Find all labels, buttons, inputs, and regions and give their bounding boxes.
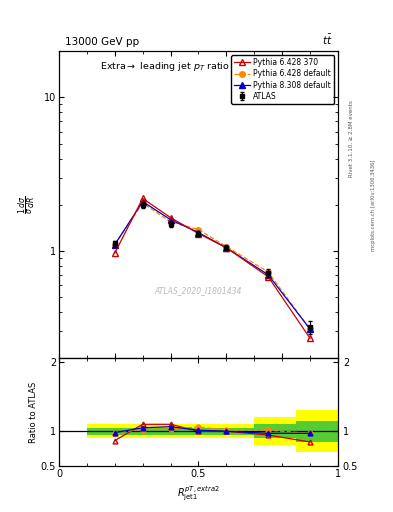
Text: $t\bar{t}$: $t\bar{t}$ (322, 32, 332, 47)
Pythia 8.308 default (112, 242, 117, 248)
Line: Pythia 8.308 default: Pythia 8.308 default (112, 199, 313, 332)
Pythia 8.308 default (266, 272, 271, 278)
Pythia 6.428 370 (266, 274, 271, 280)
Pythia 8.308 default (168, 217, 173, 223)
Pythia 6.428 default (266, 269, 271, 275)
Text: 13000 GeV pp: 13000 GeV pp (64, 36, 139, 47)
Legend: Pythia 6.428 370, Pythia 6.428 default, Pythia 8.308 default, ATLAS: Pythia 6.428 370, Pythia 6.428 default, … (231, 55, 334, 104)
Text: ATLAS_2020_I1801434: ATLAS_2020_I1801434 (155, 286, 242, 295)
Line: Pythia 6.428 default: Pythia 6.428 default (112, 200, 313, 332)
Y-axis label: Ratio to ATLAS: Ratio to ATLAS (29, 381, 38, 443)
Pythia 6.428 default (196, 226, 201, 232)
Pythia 8.308 default (140, 199, 145, 205)
Line: Pythia 6.428 370: Pythia 6.428 370 (112, 196, 313, 341)
Y-axis label: $\frac{1}{\sigma}\frac{d\sigma}{dR}$: $\frac{1}{\sigma}\frac{d\sigma}{dR}$ (17, 196, 39, 214)
Pythia 6.428 default (168, 219, 173, 225)
Text: Extra$\rightarrow$ leading jet $p_T$ ratio (ATLAS ttbar): Extra$\rightarrow$ leading jet $p_T$ rat… (100, 60, 297, 73)
Pythia 6.428 default (224, 243, 229, 249)
Pythia 6.428 370 (308, 335, 312, 342)
X-axis label: $R_{\rm jet1}^{pT,extra2}$: $R_{\rm jet1}^{pT,extra2}$ (177, 484, 220, 503)
Pythia 6.428 default (140, 200, 145, 206)
Pythia 8.308 default (196, 229, 201, 236)
Pythia 8.308 default (308, 326, 312, 332)
Pythia 6.428 370 (140, 196, 145, 202)
Pythia 6.428 default (112, 242, 117, 248)
Text: Rivet 3.1.10, ≥ 2.8M events: Rivet 3.1.10, ≥ 2.8M events (349, 100, 354, 177)
Pythia 6.428 370 (168, 215, 173, 221)
Pythia 6.428 default (308, 326, 312, 332)
Pythia 6.428 370 (196, 230, 201, 237)
Pythia 6.428 370 (112, 250, 117, 256)
Pythia 6.428 370 (224, 245, 229, 251)
Text: mcplots.cern.ch [arXiv:1306.3436]: mcplots.cern.ch [arXiv:1306.3436] (371, 159, 376, 250)
Pythia 8.308 default (224, 245, 229, 251)
